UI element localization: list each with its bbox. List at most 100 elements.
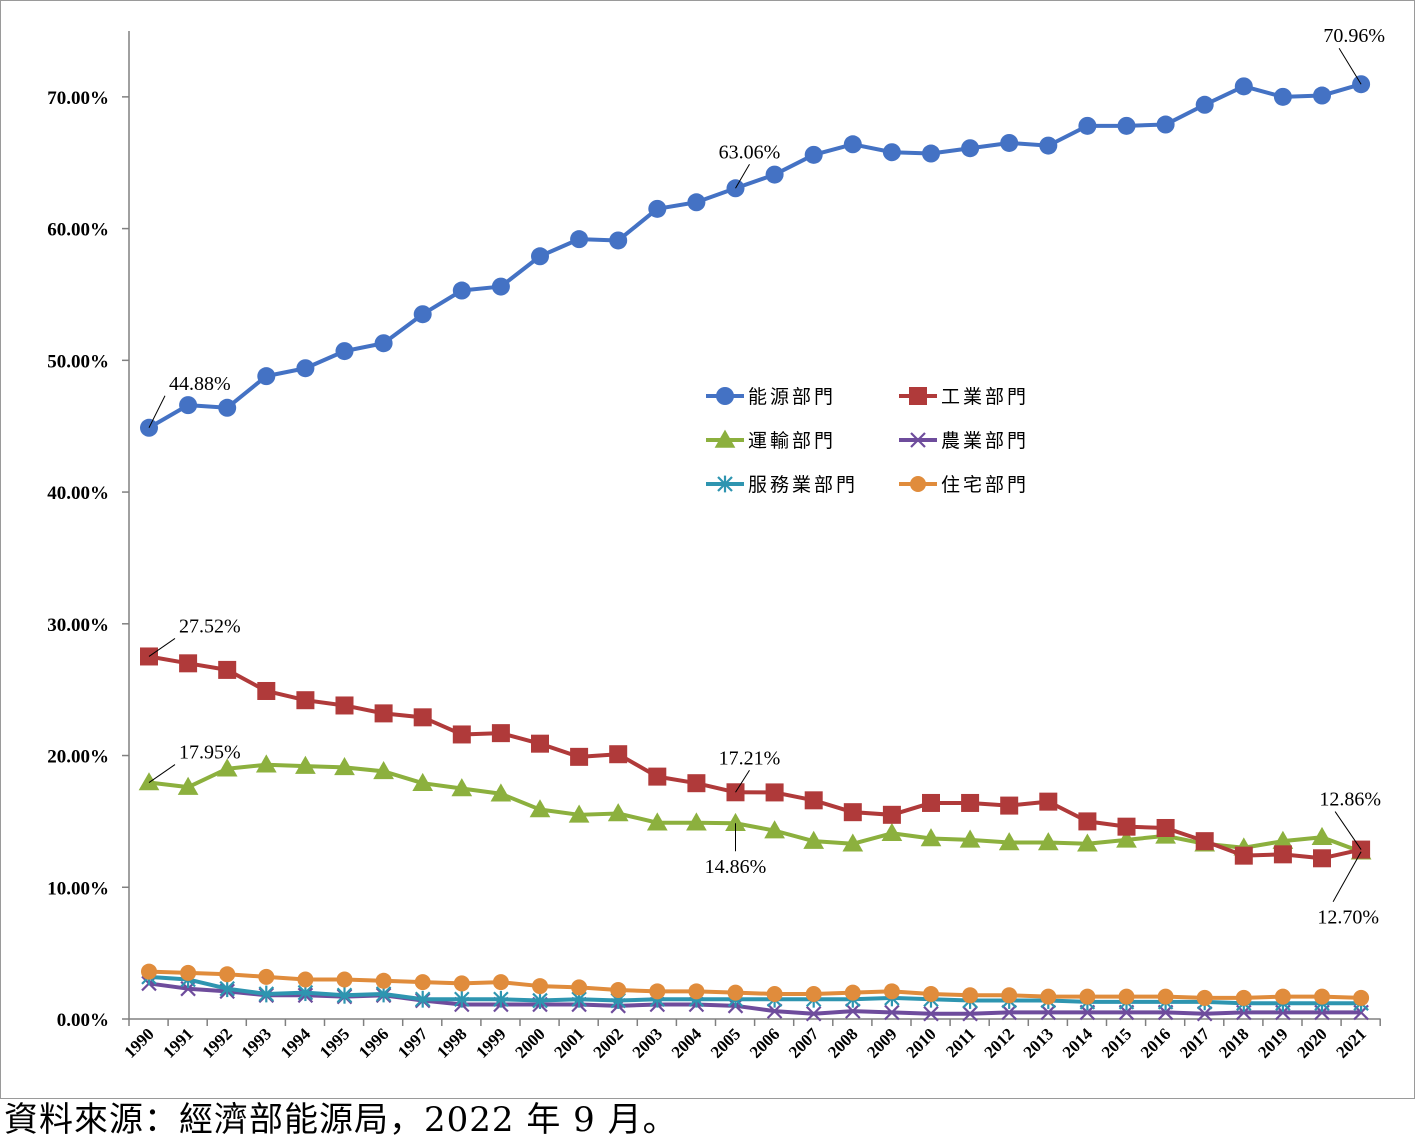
x-tick-label: 2014 [1059, 1024, 1097, 1062]
data-point [452, 281, 471, 300]
data-point [219, 980, 235, 998]
x-tick-label: 2018 [1215, 1024, 1252, 1061]
data-point [1079, 988, 1096, 1005]
x-tick-label: 2003 [629, 1024, 666, 1061]
data-point [843, 135, 862, 154]
data-point [882, 143, 901, 162]
data-point [1000, 133, 1019, 152]
x-tick-label: 2009 [863, 1024, 900, 1061]
legend-entry: 工業部門 [899, 386, 1026, 408]
legend-entry: 農業部門 [899, 430, 1026, 452]
x-tick-label: 1991 [159, 1024, 196, 1061]
data-point [1001, 987, 1018, 1004]
data-point [687, 193, 706, 212]
data-point [1313, 86, 1331, 105]
data-label: 14.86% [705, 856, 767, 878]
y-tick-label: 60.00% [47, 220, 109, 241]
data-point [923, 985, 939, 1002]
x-tick-label: 2007 [785, 1024, 823, 1062]
x-tick-label: 2000 [511, 1024, 548, 1061]
data-point [141, 963, 157, 980]
x-tick-label: 2006 [746, 1024, 783, 1061]
data-point [255, 754, 277, 773]
data-point [1235, 989, 1252, 1006]
data-point [258, 968, 275, 985]
data-point [295, 755, 316, 774]
data-point [453, 975, 470, 992]
data-point [1273, 87, 1292, 106]
data-point [922, 144, 940, 163]
y-tick-label: 10.00% [47, 878, 109, 899]
data-point [218, 660, 237, 679]
data-point [335, 696, 354, 715]
data-point [1117, 116, 1136, 135]
x-tick-label: 2002 [590, 1024, 627, 1061]
x-tick-label: 2012 [981, 1024, 1018, 1061]
data-label: 12.86% [1319, 789, 1381, 811]
annotation-leader [735, 164, 750, 189]
legend-entry: 運輸部門 [706, 429, 836, 452]
y-tick-label: 0.00% [57, 1010, 109, 1031]
data-point [335, 342, 354, 361]
data-point [805, 985, 822, 1002]
data-point [1077, 833, 1098, 852]
legend-entry: 能源部門 [706, 386, 833, 408]
x-tick-label: 1993 [238, 1024, 275, 1061]
data-point [1156, 818, 1175, 837]
data-point [882, 805, 901, 824]
data-point [923, 1005, 939, 1022]
legend-entry: 住宅部門 [899, 474, 1029, 496]
data-point [1195, 95, 1214, 114]
data-point [1234, 77, 1253, 96]
data-point [374, 704, 393, 723]
data-point [959, 829, 981, 848]
legend-entry: 服務業部門 [706, 474, 855, 496]
data-point [491, 724, 510, 743]
data-point [844, 984, 861, 1001]
data-point [909, 387, 927, 405]
x-tick-label: 2010 [902, 1024, 939, 1061]
data-point [1353, 989, 1370, 1006]
data-label: 70.96% [1323, 25, 1385, 47]
data-point [493, 990, 509, 1008]
data-point [529, 799, 551, 818]
data-point [725, 812, 746, 832]
data-point [297, 971, 314, 988]
data-point [1039, 792, 1058, 811]
data-point [1117, 817, 1136, 836]
annotation-leader [148, 764, 176, 783]
data-label: 17.95% [179, 742, 241, 764]
data-point [609, 745, 628, 764]
annotation-leader [735, 770, 750, 793]
data-point [492, 974, 509, 991]
data-point [764, 820, 785, 839]
data-point [1078, 116, 1097, 135]
annotation-leader [148, 638, 176, 657]
x-tick-label: 1990 [120, 1024, 157, 1061]
data-point [845, 1003, 861, 1019]
x-tick-label: 1992 [199, 1024, 236, 1061]
data-point [336, 971, 353, 988]
data-point [490, 783, 512, 802]
x-tick-label: 1996 [355, 1024, 392, 1061]
x-tick-label: 2020 [1293, 1024, 1330, 1061]
data-point [1040, 1004, 1057, 1021]
data-point [910, 432, 926, 448]
data-point [373, 760, 394, 780]
data-point [646, 812, 668, 831]
legend-label: 住宅部門 [941, 474, 1029, 496]
data-point [138, 772, 160, 791]
data-point [1311, 826, 1333, 845]
data-point [804, 145, 823, 164]
x-tick-label: 1994 [277, 1024, 315, 1062]
legend-label: 運輸部門 [748, 430, 836, 452]
source-note: 資料來源：經濟部能源局，2022 年 9 月。 [4, 1100, 678, 1140]
annotation-leader [1338, 47, 1362, 85]
data-point [571, 979, 588, 996]
data-point [454, 990, 470, 1008]
data-point [532, 992, 548, 1009]
data-point [686, 812, 707, 831]
data-point [610, 982, 627, 999]
x-tick-label: 2013 [1020, 1024, 1057, 1061]
series-2 [138, 754, 1372, 860]
